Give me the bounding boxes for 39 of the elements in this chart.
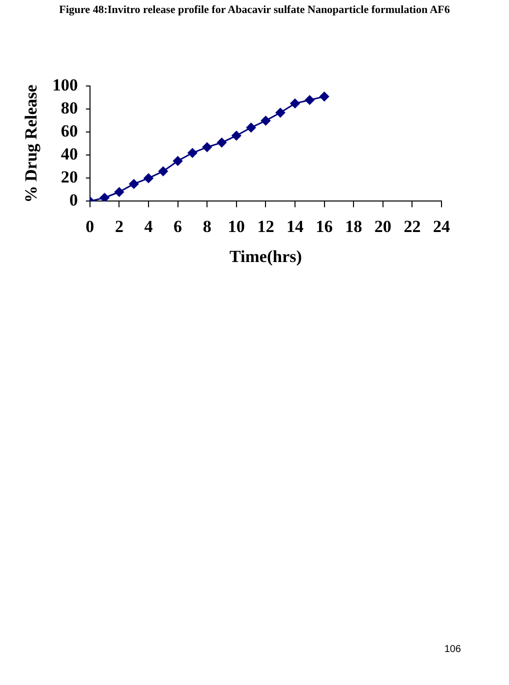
point <box>129 179 139 189</box>
point <box>217 138 226 148</box>
point <box>304 95 314 105</box>
x-tick-label: 12 <box>257 216 274 236</box>
y-axis-title: % Drug Release <box>22 84 41 203</box>
x-tick-label: 20 <box>374 216 392 236</box>
y-tick-label: 100 <box>52 76 78 95</box>
point <box>188 148 198 158</box>
point <box>290 98 300 108</box>
point <box>320 92 330 102</box>
x-tick-label: 18 <box>345 216 362 236</box>
y-tick-label: 60 <box>60 122 78 141</box>
y-tick-label: 0 <box>69 190 78 210</box>
x-tick-label: 6 <box>174 216 182 236</box>
x-tick-label: 22 <box>404 216 421 236</box>
point <box>158 166 168 176</box>
x-tick-label: 0 <box>86 216 94 236</box>
point <box>173 156 183 166</box>
point <box>260 116 270 126</box>
chart-title: Figure 48:Invitro release profile for Abacavir sulfate Nanoparticle formulation AF6 <box>58 4 451 16</box>
text: 106 <box>444 644 461 655</box>
x-tick-label: 10 <box>228 216 245 236</box>
point <box>276 108 286 118</box>
y-tick-label: 20 <box>60 168 78 187</box>
x-tick-label: 14 <box>286 216 304 236</box>
x-axis-title: Time(hrs) <box>229 247 302 266</box>
x-tick-label: 24 <box>433 216 450 236</box>
point <box>246 122 256 132</box>
x-tick-label: 8 <box>202 216 212 236</box>
point <box>202 142 212 152</box>
point <box>144 173 154 183</box>
x-tick-label: 2 <box>114 216 124 236</box>
point <box>232 130 242 140</box>
x-tick-label: 16 <box>316 216 333 236</box>
y-tick-label: 80 <box>60 98 78 118</box>
y-tick-label: 40 <box>60 144 78 164</box>
point <box>100 193 110 202</box>
x-tick-label: 4 <box>144 216 154 236</box>
point <box>114 187 124 197</box>
